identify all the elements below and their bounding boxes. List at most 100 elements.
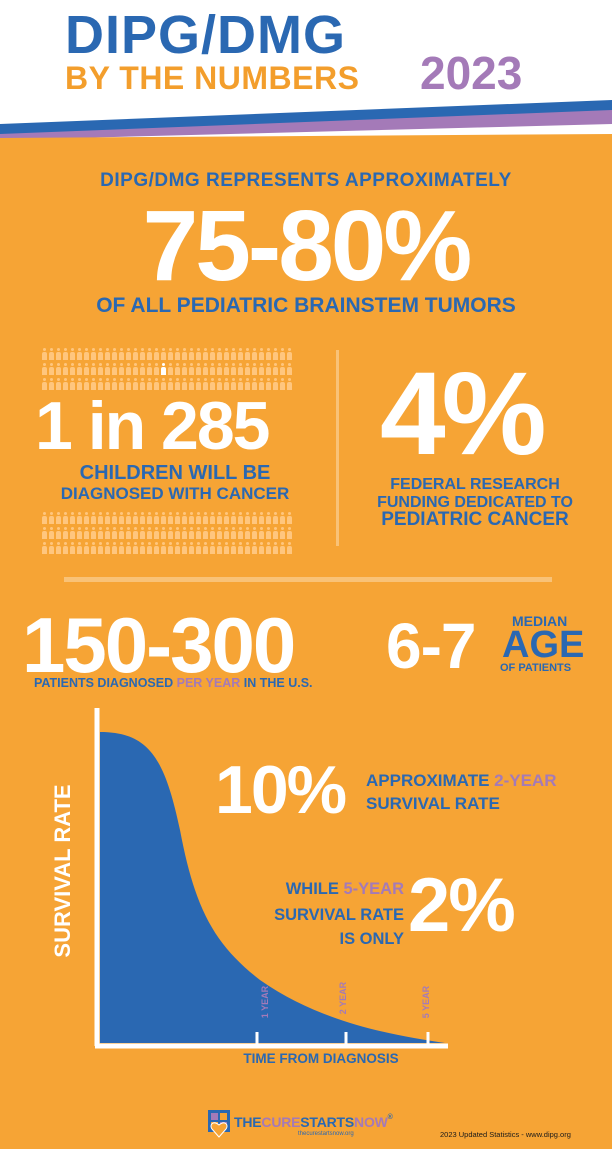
person-icon — [119, 348, 124, 360]
person-icon — [259, 348, 264, 360]
person-icon — [252, 348, 257, 360]
y-axis-label: SURVIVAL RATE — [50, 784, 75, 958]
person-icon — [84, 348, 89, 360]
person-icon — [203, 542, 208, 554]
person-icon — [98, 512, 103, 524]
person-icon — [245, 363, 250, 375]
funding-caption-line2: PEDIATRIC CANCER — [381, 509, 569, 530]
person-icon — [203, 363, 208, 375]
person-icon — [105, 378, 110, 390]
person-icon — [238, 363, 243, 375]
person-icon — [252, 527, 257, 539]
person-icon — [126, 542, 131, 554]
person-icon — [91, 363, 96, 375]
person-icon — [238, 542, 243, 554]
funding-percent: 4% — [380, 348, 547, 480]
person-icon — [161, 363, 166, 375]
person-icon — [70, 527, 75, 539]
marker-5-year-label: 5 YEAR — [421, 985, 431, 1019]
person-icon — [56, 527, 61, 539]
person-icon — [161, 542, 166, 554]
person-icon — [273, 348, 278, 360]
person-icon — [119, 542, 124, 554]
five-year-caption-line3: IS ONLY — [339, 930, 405, 948]
person-icon — [224, 378, 229, 390]
person-icon — [168, 542, 173, 554]
person-icon — [217, 542, 222, 554]
patients-per-year: 150-300 — [22, 601, 296, 689]
bottom-strip — [0, 1149, 612, 1155]
person-icon — [203, 348, 208, 360]
person-icon — [91, 542, 96, 554]
patients-caption: PATIENTS DIAGNOSED PER YEAR IN THE U.S. — [34, 676, 313, 690]
updated-statistics-note: 2023 Updated Statistics - www.dipg.org — [440, 1130, 571, 1139]
person-icon — [70, 542, 75, 554]
five-year-caption-line1: WHILE 5-YEAR — [220, 880, 404, 899]
person-icon — [189, 512, 194, 524]
person-icon — [203, 378, 208, 390]
person-icon — [224, 512, 229, 524]
people-grid-top — [42, 348, 294, 390]
person-icon — [175, 348, 180, 360]
person-icon — [196, 378, 201, 390]
median-age-value: 6-7 — [386, 610, 476, 682]
person-icon — [182, 542, 187, 554]
person-icon — [105, 348, 110, 360]
five-year-caption-line2: SURVIVAL RATE — [274, 906, 404, 924]
person-icon — [287, 512, 292, 524]
person-icon — [245, 512, 250, 524]
person-icon — [210, 512, 215, 524]
person-icon — [133, 512, 138, 524]
children-caption-line2: DIAGNOSED WITH CANCER — [60, 484, 290, 503]
person-icon — [140, 512, 145, 524]
person-icon — [238, 512, 243, 524]
person-icon — [182, 378, 187, 390]
person-icon — [56, 512, 61, 524]
person-icon — [168, 363, 173, 375]
person-icon — [273, 363, 278, 375]
person-icon — [49, 527, 54, 539]
person-icon — [70, 348, 75, 360]
person-icon — [238, 348, 243, 360]
person-icon — [231, 348, 236, 360]
person-icon — [168, 527, 173, 539]
person-icon — [126, 378, 131, 390]
person-icon — [105, 542, 110, 554]
person-icon — [287, 378, 292, 390]
person-icon — [63, 527, 68, 539]
person-icon — [161, 512, 166, 524]
horizontal-divider — [64, 577, 552, 582]
person-icon — [238, 527, 243, 539]
five-year-caption-a: WHILE — [285, 880, 344, 898]
person-icon — [280, 512, 285, 524]
person-icon — [133, 378, 138, 390]
person-icon — [49, 542, 54, 554]
person-icon — [182, 527, 187, 539]
person-icon — [266, 512, 271, 524]
two-year-highlight: 2-YEAR — [494, 771, 557, 790]
person-icon — [56, 348, 61, 360]
person-icon — [84, 542, 89, 554]
person-icon — [112, 348, 117, 360]
header: DIPG/DMG BY THE NUMBERS 2023 — [0, 0, 612, 130]
person-icon — [112, 527, 117, 539]
person-icon — [147, 527, 152, 539]
person-icon — [189, 363, 194, 375]
person-icon — [112, 542, 117, 554]
vertical-divider — [336, 350, 339, 546]
person-icon — [91, 378, 96, 390]
person-icon — [175, 527, 180, 539]
person-icon — [252, 363, 257, 375]
person-icon — [147, 348, 152, 360]
person-icon — [245, 527, 250, 539]
person-icon — [42, 542, 47, 554]
person-icon — [126, 527, 131, 539]
person-icon — [259, 527, 264, 539]
person-icon — [49, 512, 54, 524]
of-patients-label: OF PATIENTS — [500, 662, 572, 674]
person-icon — [63, 363, 68, 375]
person-icon — [259, 378, 264, 390]
person-icon — [252, 512, 257, 524]
person-icon — [119, 527, 124, 539]
person-icon — [112, 378, 117, 390]
